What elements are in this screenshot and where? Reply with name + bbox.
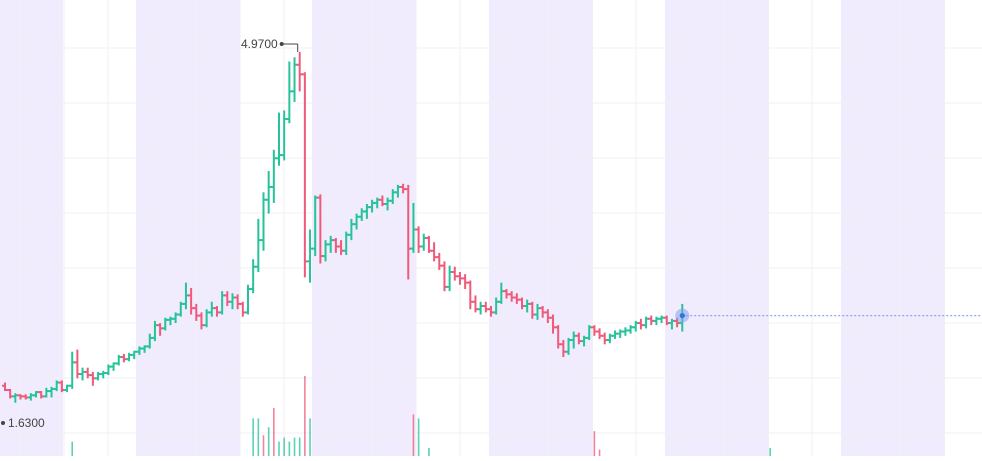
ohlc-bar [612, 330, 619, 339]
ohlc-bar [265, 171, 272, 214]
period-band-3 [312, 0, 416, 456]
ohlc-bar [637, 318, 644, 330]
ohlc-bar [622, 327, 629, 336]
ohlc-bar [617, 329, 624, 338]
period-band-1 [0, 0, 63, 456]
period-bands [0, 0, 945, 456]
ohlc-bar [436, 252, 443, 270]
period-band-4 [489, 0, 593, 456]
ohlc-bar [89, 371, 96, 386]
ohlc-bar [110, 362, 117, 371]
ohlc-bar [462, 274, 469, 290]
ohlc-bar [472, 295, 479, 313]
ohlc-bar [441, 261, 448, 292]
ohlc-bar [606, 333, 613, 344]
ohlc-bar [431, 242, 438, 262]
period-band-5 [665, 0, 769, 456]
ohlc-bar [69, 351, 76, 389]
ohlc-bar [467, 280, 474, 310]
volume-bars [71, 376, 771, 456]
ohlc-bar [95, 371, 102, 381]
ohlc-bar [456, 272, 463, 285]
ohlc-bar [64, 384, 71, 393]
ohlc-bar [79, 367, 86, 381]
ohlc-bar [239, 301, 246, 317]
ohlc-bar [451, 266, 458, 281]
ohlc-bar [260, 192, 267, 251]
ohlc-bar [244, 284, 251, 315]
ohlc-bar [105, 364, 112, 376]
low-label: 1.6300 [8, 416, 45, 430]
ohlc-bar [115, 354, 122, 366]
ohlc-bar [601, 332, 608, 345]
ohlc-bar [648, 315, 655, 326]
ohlc-bar [425, 235, 432, 253]
period-band-2 [136, 0, 240, 456]
last-price-dot [679, 312, 685, 319]
low-label-dot [1, 421, 5, 425]
ohlc-bar [84, 367, 91, 379]
ohlc-bar [74, 349, 81, 379]
ohlc-bar [658, 315, 665, 324]
ohlc-bar [291, 57, 298, 102]
ohlc-bar [126, 352, 133, 362]
ohlc-bar [653, 316, 660, 326]
extreme-markers: 4.9700 1.6300 [1, 37, 299, 430]
ohlc-bar [596, 328, 603, 339]
ohlc-bar [627, 325, 634, 334]
ohlc-bar [286, 61, 293, 124]
ohlc-bar [482, 301, 489, 313]
ohlc-bar [281, 110, 288, 161]
high-label-dot [279, 42, 284, 46]
ohlc-bar [477, 301, 484, 315]
ohlc-bar [420, 233, 427, 251]
ohlc-bar [120, 353, 127, 363]
ohlc-bar [100, 370, 107, 379]
price-bars [2, 52, 686, 403]
ohlc-bar [296, 52, 303, 92]
ohlc-bar [250, 259, 257, 294]
last-price-indicator [675, 308, 982, 323]
ohlc-bar [255, 218, 262, 273]
high-label: 4.9700 [241, 37, 278, 51]
ohlc-bar [446, 265, 453, 292]
period-band-6 [841, 0, 945, 456]
